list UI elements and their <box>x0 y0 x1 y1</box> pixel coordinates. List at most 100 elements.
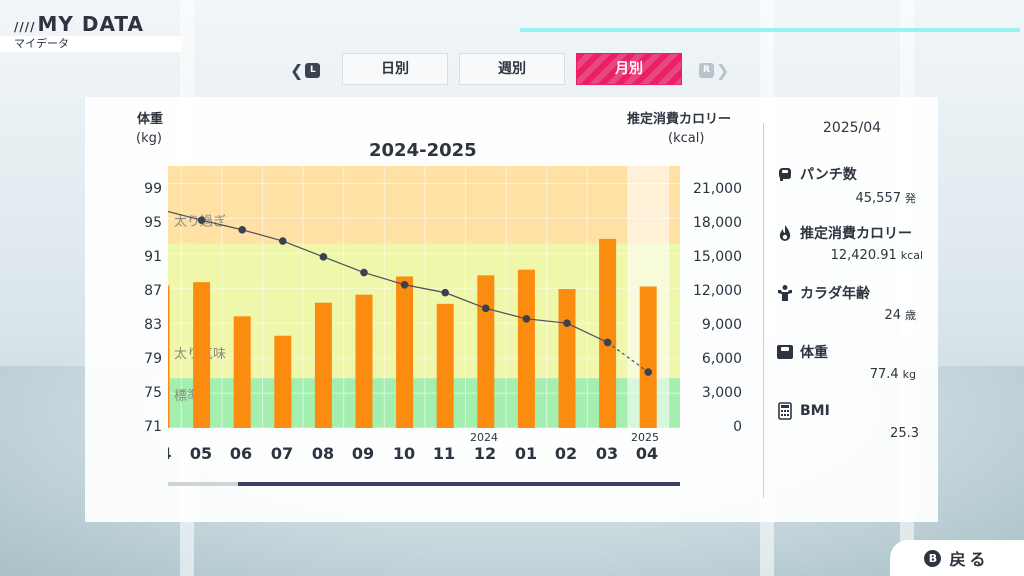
calorie-bar <box>477 275 495 428</box>
weight-point <box>603 338 612 347</box>
x-tick: 4 <box>168 444 186 463</box>
y-tick-right: 12,000 <box>693 283 742 299</box>
y-tick-left: 71 <box>144 419 162 435</box>
calorie-bar <box>314 302 332 428</box>
weight-point <box>563 319 571 327</box>
stat-punches-value: 45,557 発 <box>855 191 917 206</box>
calorie-bar <box>233 316 251 428</box>
x-tick: 09 <box>351 444 375 463</box>
calorie-bar <box>517 269 535 428</box>
weight-point <box>360 268 368 277</box>
y-tick-right: 0 <box>733 419 742 435</box>
weight-point <box>238 225 246 234</box>
left-axis-title: 体重 <box>137 112 164 127</box>
calorie-bar <box>639 286 657 428</box>
x-tick: 05 <box>189 444 213 463</box>
y-tick-left: 91 <box>144 249 162 265</box>
back-button[interactable]: B 戻る <box>890 540 1024 576</box>
tab-weekly[interactable]: 週別 <box>459 53 565 85</box>
weight-point <box>644 368 652 376</box>
r-button-icon: R <box>699 63 714 78</box>
muscle-icon <box>778 285 792 301</box>
x-tick: 08 <box>311 444 335 463</box>
stat-body-age-value: 24 歳 <box>884 308 916 323</box>
boxing-glove-icon <box>779 168 791 181</box>
calorie-bar <box>396 276 414 428</box>
x-tick: 03 <box>595 444 619 463</box>
stat-weight-value: 77.4 kg <box>869 367 916 382</box>
stat-weight-label: 体重 <box>776 342 828 362</box>
x-tick: 11 <box>432 444 456 463</box>
calorie-bar <box>193 282 211 428</box>
x-tick: 01 <box>514 444 538 463</box>
y-tick-right: 3,000 <box>701 385 742 401</box>
y-tick-right: 15,000 <box>693 249 742 265</box>
year-label-2024: 2024 <box>470 431 498 444</box>
stat-calories-label: 推定消費カロリー <box>776 223 912 243</box>
x-tick: 07 <box>270 444 294 463</box>
background-accent <box>520 28 1020 32</box>
weight-point <box>197 216 206 224</box>
left-axis-unit: (kg) <box>136 131 162 146</box>
calorie-bar <box>558 289 576 428</box>
y-tick-right: 21,000 <box>693 181 742 197</box>
page-subtitle: マイデータ <box>0 36 182 52</box>
tab-daily[interactable]: 日別 <box>342 53 448 85</box>
calculator-icon <box>778 402 792 420</box>
chevron-left-icon: ❮ <box>290 61 304 80</box>
stat-punches-label: パンチ数 <box>776 164 857 184</box>
year-label-2025: 2025 <box>631 431 659 444</box>
x-tick: 12 <box>473 444 497 463</box>
weight-line <box>168 210 608 343</box>
zone-band <box>168 243 680 379</box>
y-tick-left: 75 <box>144 385 162 401</box>
monthly-chart[interactable]: 太り過ぎ太り気味標準 <box>168 166 680 428</box>
y-tick-left: 83 <box>144 317 162 333</box>
zone-band <box>168 378 680 428</box>
stat-bmi-value: 25.3 <box>890 426 919 441</box>
y-tick-left: 95 <box>144 215 162 231</box>
selected-month: 2025/04 <box>822 120 882 136</box>
weight-point <box>319 253 328 261</box>
calorie-bar <box>274 335 292 428</box>
stat-body-age-label: カラダ年齢 <box>776 283 870 303</box>
weight-point <box>482 304 490 313</box>
page-title: ////MY DATA <box>14 12 144 36</box>
calorie-bar <box>599 238 617 428</box>
y-tick-left: 87 <box>144 283 162 299</box>
calorie-bar <box>436 303 454 428</box>
chevron-right-icon: ❯ <box>716 61 730 80</box>
calorie-bar <box>168 285 170 428</box>
weight-point <box>400 280 409 289</box>
x-axis-labels: 4 05 06 07 08 09 10 11 12 01 02 03 04 <box>168 444 680 470</box>
weight-point <box>279 237 287 245</box>
next-tab-hint[interactable]: R ❯ <box>699 61 729 80</box>
y-tick-left: 79 <box>144 351 162 367</box>
scale-icon <box>777 345 793 359</box>
panel-divider <box>763 123 764 498</box>
chart-title: 2024-2025 <box>369 140 477 161</box>
y-tick-left: 99 <box>144 181 162 197</box>
chart-scrollbar-thumb[interactable] <box>238 482 680 486</box>
stat-calories-value: 12,420.91 kcal <box>830 248 923 263</box>
weight-point <box>522 315 531 323</box>
x-tick: 02 <box>554 444 578 463</box>
y-tick-right: 9,000 <box>701 317 742 333</box>
flame-icon <box>779 225 791 241</box>
x-tick: 10 <box>392 444 416 463</box>
x-tick: 06 <box>229 444 253 463</box>
b-button-icon: B <box>924 549 942 567</box>
weight-point <box>441 288 450 297</box>
stat-bmi-label: BMI <box>776 402 830 420</box>
right-axis-unit: (kcal) <box>668 131 705 146</box>
right-axis-title: 推定消費カロリー <box>627 112 732 127</box>
zone-band <box>168 166 680 244</box>
y-tick-right: 6,000 <box>701 351 742 367</box>
prev-tab-hint[interactable]: ❮ L <box>290 61 321 80</box>
y-tick-right: 18,000 <box>693 215 742 231</box>
calorie-bar <box>355 294 373 428</box>
l-button-icon: L <box>305 63 321 78</box>
tab-monthly[interactable]: 月別 <box>576 53 682 85</box>
back-label: 戻る <box>949 550 990 569</box>
x-tick: 04 <box>635 444 659 463</box>
